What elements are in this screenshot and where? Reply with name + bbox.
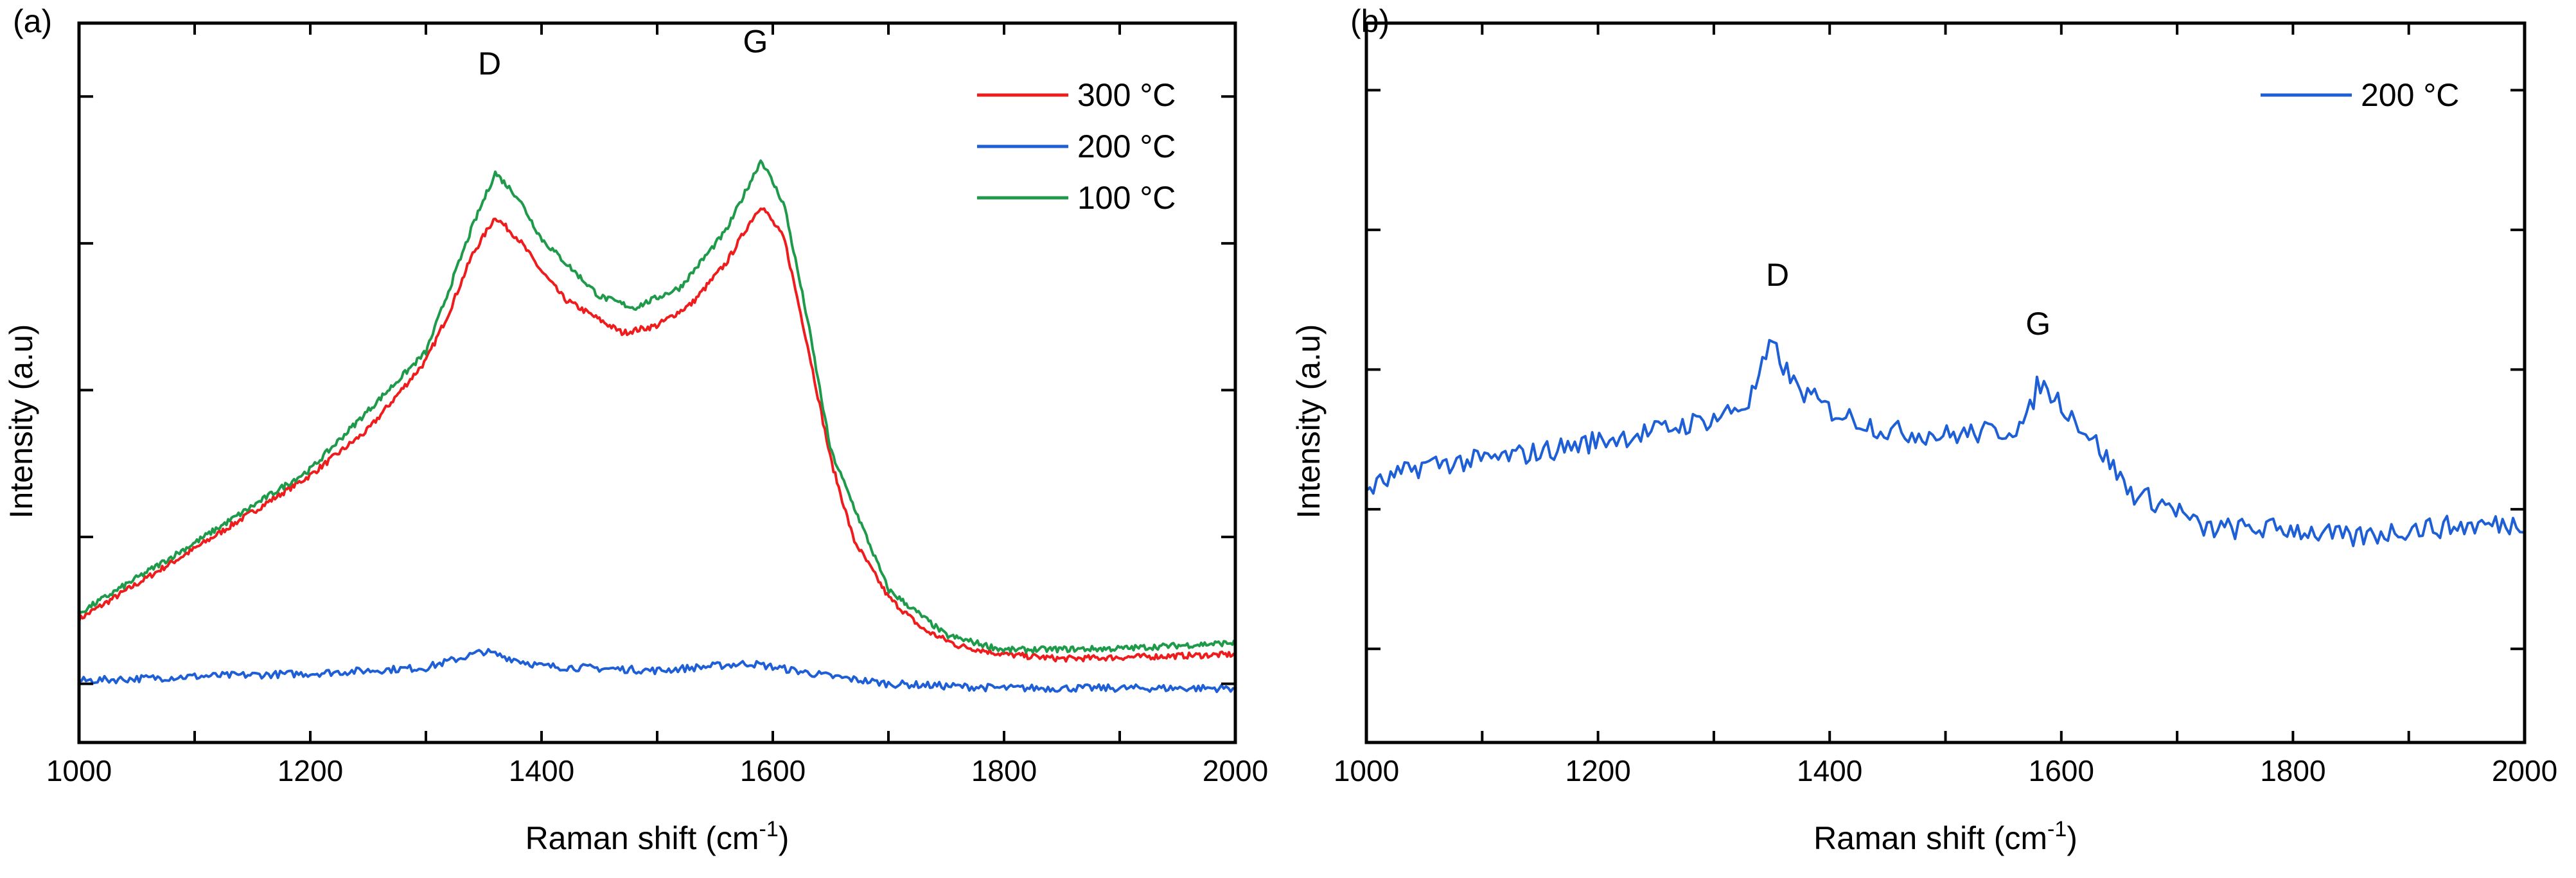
plot-frame <box>1364 21 2527 744</box>
legend-label: 300 °C <box>1077 77 1176 113</box>
x-tick-label: 2000 <box>2492 754 2557 787</box>
x-tick-label: 1400 <box>509 754 574 787</box>
series-line-300C <box>78 207 1235 663</box>
peak-label-D: D <box>1766 257 1789 293</box>
legend-item: 200 °C <box>977 128 1176 164</box>
x-tick-label: 1000 <box>1334 754 1399 787</box>
panel-b-chart: (b) 1000 1200 1400 1600 1800 2000 Raman shift … <box>1291 3 2557 856</box>
x-tick-label: 1200 <box>1565 754 1630 787</box>
plot-frame <box>77 21 1237 744</box>
peak-label-D: D <box>478 46 501 82</box>
legend-item: 200 °C <box>2261 77 2459 113</box>
y-axis-title: Intensity (a.u) <box>3 324 39 519</box>
panel-label-a: (a) <box>13 3 52 39</box>
series-line-200C <box>1365 338 2524 547</box>
x-tick-label: 1600 <box>740 754 806 787</box>
x-tick-label: 1000 <box>46 754 112 787</box>
panel-a-chart: (a) 1000 1200 1400 1600 1800 2000 Raman shift … <box>3 3 1268 856</box>
x-tick-label: 1200 <box>278 754 343 787</box>
legend-item: 100 °C <box>977 180 1176 216</box>
legend-item: 300 °C <box>977 77 1176 113</box>
x-tick-label: 1800 <box>971 754 1037 787</box>
y-axis-title: Intensity (a.u) <box>1291 324 1327 519</box>
legend-label: 200 °C <box>1077 128 1176 164</box>
legend-label: 100 °C <box>1077 180 1176 216</box>
series-line-100C <box>78 159 1236 654</box>
peak-label-G: G <box>743 24 768 60</box>
x-tick-label: 1800 <box>2260 754 2325 787</box>
x-axis-title: Raman shift (cm-1) <box>1813 817 2078 856</box>
x-tick-label: 1600 <box>2029 754 2094 787</box>
series-line-200C <box>78 647 1236 694</box>
panel-label-b: (b) <box>1350 3 1389 39</box>
x-axis-title: Raman shift (cm-1) <box>525 817 790 856</box>
x-tick-label: 1400 <box>1797 754 1862 787</box>
x-tick-label: 2000 <box>1203 754 1268 787</box>
legend-label: 200 °C <box>2361 77 2459 113</box>
peak-label-G: G <box>2025 306 2051 342</box>
